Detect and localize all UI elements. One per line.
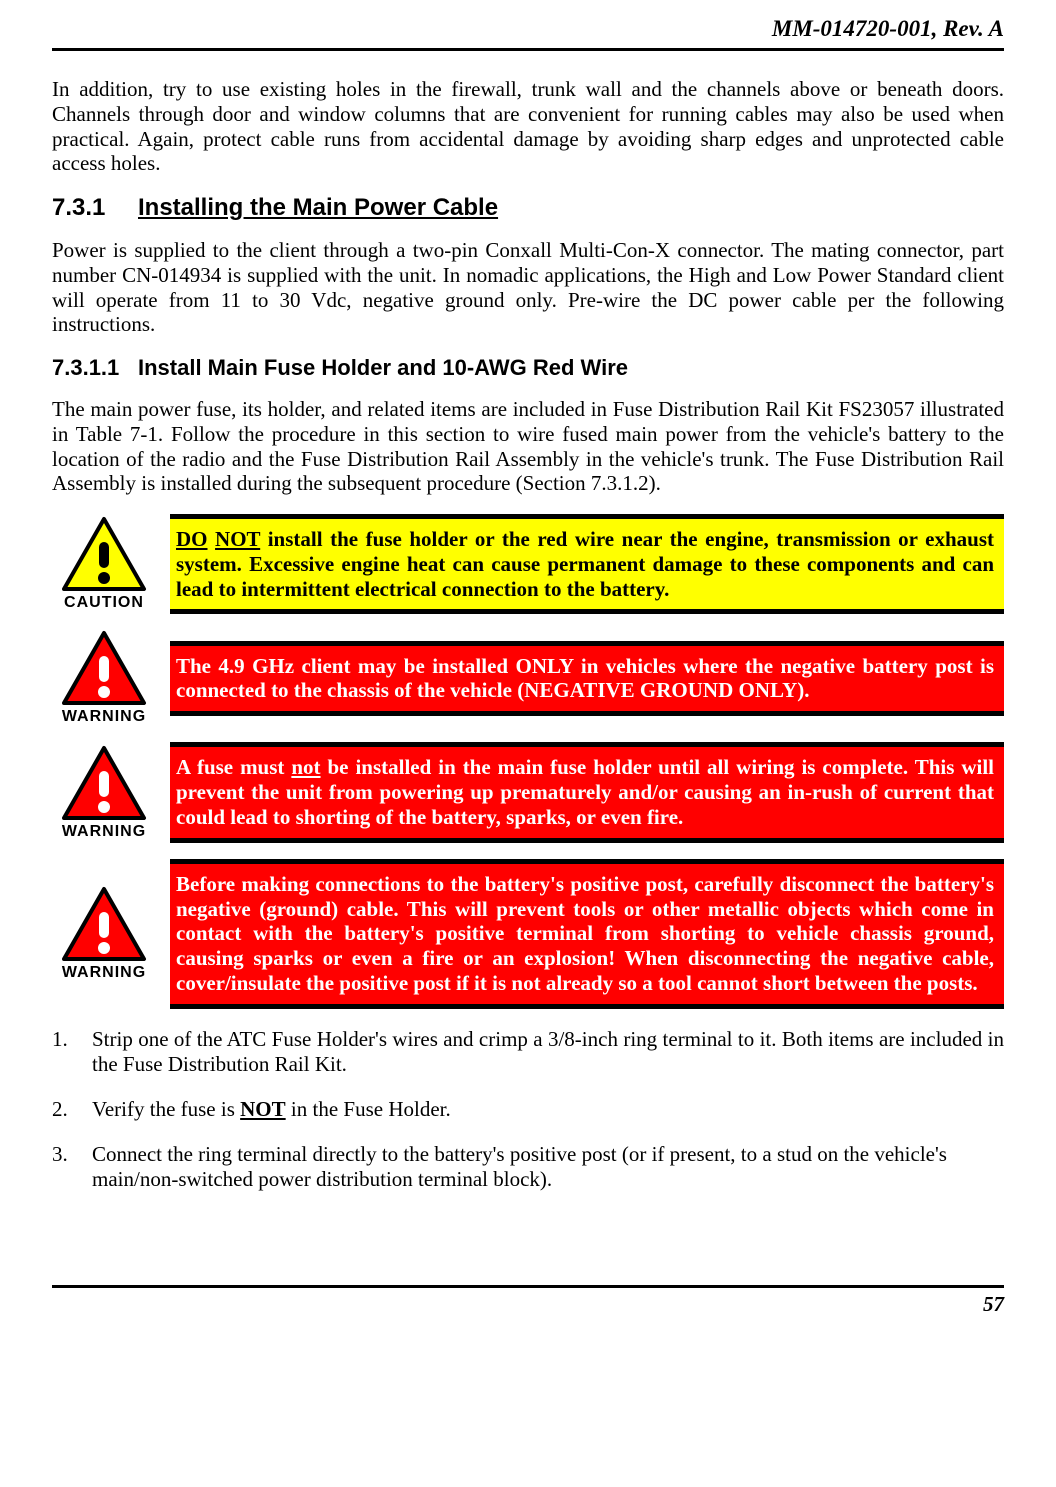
caution-triangle-icon <box>61 516 147 592</box>
warning-triangle-icon <box>61 630 147 706</box>
warning-triangle-icon <box>61 886 147 962</box>
warning2-not: not <box>291 755 320 779</box>
warning-icon-block-1: WARNING <box>52 630 156 726</box>
warning-text-box-1: The 4.9 GHz client may be installed ONLY… <box>170 641 1004 717</box>
warning-row-2: WARNING A fuse must not be installed in … <box>52 742 1004 842</box>
warning-label-1: WARNING <box>52 708 156 726</box>
heading-7311-title: Install Main Fuse Holder and 10-AWG Red … <box>138 355 628 381</box>
caution-do: DO <box>176 527 208 551</box>
caution-not: NOT <box>215 527 260 551</box>
step-2-not: NOT <box>240 1097 286 1121</box>
caution-rest: install the fuse holder or the red wire … <box>176 527 994 601</box>
warning-icon-block-3: WARNING <box>52 886 156 982</box>
heading-7311: 7.3.1.1 Install Main Fuse Holder and 10-… <box>52 355 1004 381</box>
header-rule <box>52 48 1004 51</box>
step-2-pre: Verify the fuse is <box>92 1097 240 1121</box>
page-number: 57 <box>52 1292 1004 1317</box>
intro-paragraph: In addition, try to use existing holes i… <box>52 77 1004 176</box>
step-3: Connect the ring terminal directly to th… <box>52 1142 1004 1192</box>
warning-label-3: WARNING <box>52 964 156 982</box>
caution-icon-block: CAUTION <box>52 516 156 612</box>
warning-text-box-2: A fuse must not be installed in the main… <box>170 742 1004 842</box>
procedure-list: Strip one of the ATC Fuse Holder's wires… <box>52 1027 1004 1193</box>
step-1: Strip one of the ATC Fuse Holder's wires… <box>52 1027 1004 1077</box>
warning-row-1: WARNING The 4.9 GHz client may be instal… <box>52 630 1004 726</box>
header: MM-014720-001, Rev. A <box>52 16 1004 48</box>
warning-icon-block-2: WARNING <box>52 745 156 841</box>
warning-label-2: WARNING <box>52 823 156 841</box>
section-7311-paragraph: The main power fuse, its holder, and rel… <box>52 397 1004 496</box>
step-2-rest: in the Fuse Holder. <box>286 1097 451 1121</box>
heading-731: 7.3.1 Installing the Main Power Cable <box>52 194 1004 222</box>
warning-text-box-3: Before making connections to the battery… <box>170 859 1004 1009</box>
warning-triangle-icon <box>61 745 147 821</box>
heading-731-number: 7.3.1 <box>52 194 138 222</box>
caution-label: CAUTION <box>52 594 156 612</box>
caution-text-box: DO NOT install the fuse holder or the re… <box>170 514 1004 614</box>
page: MM-014720-001, Rev. A In addition, try t… <box>0 0 1056 1345</box>
caution-row: CAUTION DO NOT install the fuse holder o… <box>52 514 1004 614</box>
footer-rule <box>52 1285 1004 1288</box>
step-2: Verify the fuse is NOT in the Fuse Holde… <box>52 1097 1004 1122</box>
heading-7311-number: 7.3.1.1 <box>52 355 138 381</box>
section-731-paragraph: Power is supplied to the client through … <box>52 238 1004 337</box>
heading-731-title: Installing the Main Power Cable <box>138 194 498 222</box>
warning2-pre: A fuse must <box>176 755 291 779</box>
document-id: MM-014720-001, Rev. A <box>772 16 1004 42</box>
warning-row-3: WARNING Before making connections to the… <box>52 859 1004 1009</box>
